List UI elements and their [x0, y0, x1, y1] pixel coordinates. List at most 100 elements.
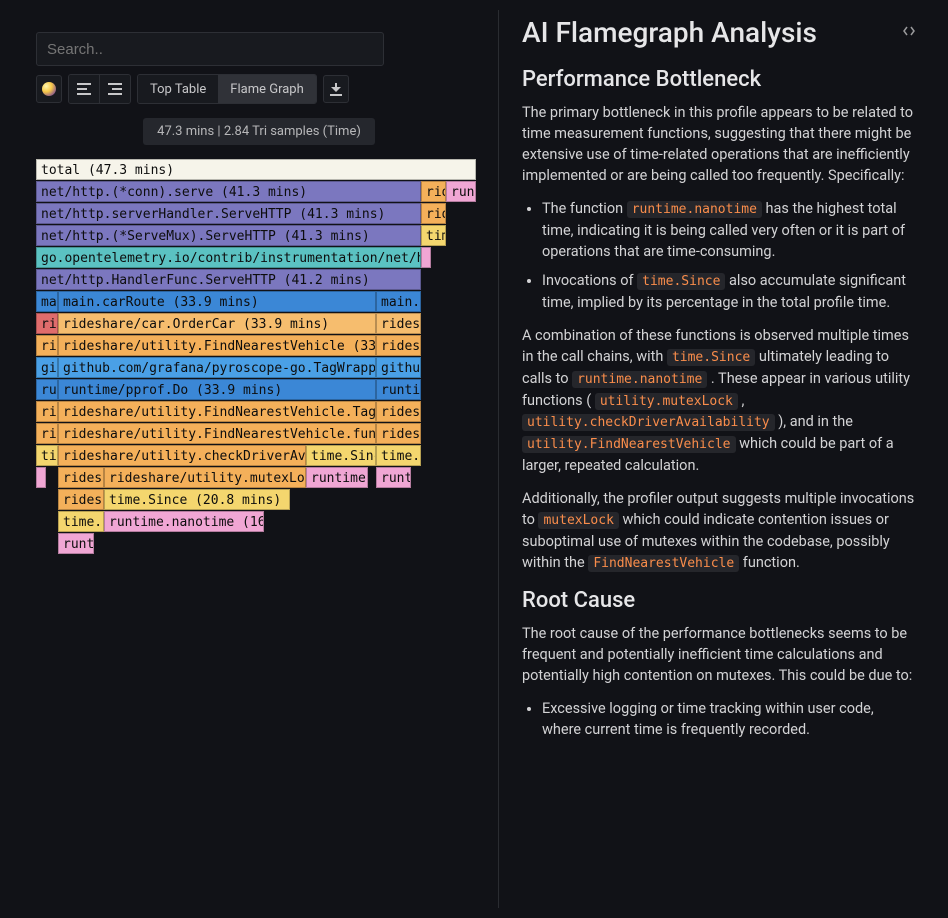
- bottleneck-list-item-1: The function runtime.nanotime has the hi…: [542, 198, 916, 262]
- stats-duration: 47.3 mins: [157, 124, 214, 139]
- stats-pill: 47.3 mins | 2.84 Tri samples (Time): [143, 118, 375, 145]
- flame-span[interactable]: ridesh: [376, 313, 421, 334]
- flame-row: ridrideshare/utility.FindNearestVehicle.…: [36, 423, 476, 445]
- flame-row: timrideshare/utility.checkDriverAvaitime…: [36, 445, 476, 467]
- bottleneck-paragraph-3: Additionally, the profiler output sugges…: [522, 488, 916, 574]
- flame-span[interactable]: time.S: [376, 445, 421, 466]
- flamegraph[interactable]: total (47.3 mins)net/http.(*conn).serve …: [36, 159, 476, 555]
- align-left-button[interactable]: [69, 75, 99, 103]
- flame-span[interactable]: github: [376, 357, 421, 378]
- flame-row: total (47.3 mins): [36, 159, 476, 181]
- flame-span[interactable]: runtim: [376, 379, 421, 400]
- flame-span[interactable]: ridesh: [58, 467, 104, 488]
- flame-row: go.opentelemetry.io/contrib/instrumentat…: [36, 247, 476, 269]
- flame-span[interactable]: github.com/grafana/pyroscope-go.TagWrapp…: [58, 357, 376, 378]
- flame-span[interactable]: tim: [36, 445, 58, 466]
- flame-span[interactable]: rideshare/utility.FindNearestVehicle.fun…: [58, 423, 376, 444]
- flame-span[interactable]: rid: [36, 335, 58, 356]
- flame-row: net/http.serverHandler.ServeHTTP (41.3 m…: [36, 203, 476, 225]
- flame-span[interactable]: main.carRoute (33.9 mins): [58, 291, 376, 312]
- flame-span[interactable]: rideshare/utility.checkDriverAvai: [58, 445, 306, 466]
- code-chip: utility.checkDriverAvailability: [522, 414, 775, 431]
- flame-row: net/http.(*conn).serve (41.3 mins)ridrun…: [36, 181, 476, 203]
- align-right-button[interactable]: [99, 75, 130, 103]
- color-mode-button[interactable]: [36, 75, 62, 103]
- flame-span[interactable]: net/http.(*conn).serve (41.3 mins): [36, 181, 421, 202]
- close-analysis-button[interactable]: [902, 24, 916, 42]
- flame-span[interactable]: time.Sinc: [306, 445, 376, 466]
- bottleneck-paragraph-2: A combination of these functions is obse…: [522, 325, 916, 476]
- code-chip: runtime.nanotime: [572, 371, 707, 388]
- flame-span[interactable]: runt: [376, 467, 411, 488]
- analysis-title: AI Flamegraph Analysis: [522, 16, 817, 49]
- flame-row: net/http.HandlerFunc.ServeHTTP (41.2 min…: [36, 269, 476, 291]
- flame-span[interactable]: ridesh: [58, 489, 104, 510]
- flame-span[interactable]: main.s: [376, 291, 421, 312]
- download-icon: [329, 82, 343, 96]
- view-tabs: Top Table Flame Graph: [137, 74, 317, 104]
- flame-row: net/http.(*ServeMux).ServeHTTP (41.3 min…: [36, 225, 476, 247]
- flame-span[interactable]: runtime: [306, 467, 368, 488]
- flame-row: ridrideshare/car.OrderCar (33.9 mins)rid…: [36, 313, 476, 335]
- flame-span[interactable]: go.opentelemetry.io/contrib/instrumentat…: [36, 247, 421, 268]
- flame-span[interactable]: rid: [421, 181, 446, 202]
- flame-row: ridrideshare/utility.FindNearestVehicle …: [36, 335, 476, 357]
- close-icon: [902, 24, 916, 38]
- root-cause-paragraph: The root cause of the performance bottle…: [522, 623, 916, 686]
- flame-span[interactable]: git: [36, 357, 58, 378]
- flame-span[interactable]: rideshare/utility.FindNearestVehicle.Tag…: [58, 401, 376, 422]
- flame-span[interactable]: ridesh: [376, 401, 421, 422]
- flame-span[interactable]: runtime.nanotime (16.: [104, 511, 264, 532]
- flame-span[interactable]: total (47.3 mins): [36, 159, 476, 180]
- tab-top-table[interactable]: Top Table: [138, 75, 218, 103]
- code-chip: utility.mutexLock: [595, 393, 738, 410]
- flame-row: time.Sruntime.nanotime (16.: [36, 511, 476, 533]
- flame-row: ridrideshare/utility.FindNearestVehicle.…: [36, 401, 476, 423]
- bottleneck-paragraph-1: The primary bottleneck in this profile a…: [522, 102, 916, 186]
- flame-span[interactable]: runt: [58, 533, 94, 554]
- panel-divider[interactable]: [498, 10, 499, 908]
- flame-row: mamain.carRoute (33.9 mins)main.s: [36, 291, 476, 313]
- root-cause-heading: Root Cause: [522, 588, 916, 613]
- flame-span[interactable]: tim: [421, 225, 446, 246]
- code-chip: runtime.nanotime: [627, 201, 762, 218]
- code-chip: mutexLock: [538, 512, 618, 529]
- flame-span[interactable]: net/http.HandlerFunc.ServeHTTP (41.2 min…: [36, 269, 421, 290]
- flame-span[interactable]: rur: [36, 379, 58, 400]
- flame-span[interactable]: time.Since (20.8 mins): [104, 489, 290, 510]
- search-input[interactable]: [36, 32, 384, 66]
- flame-span[interactable]: runt: [446, 181, 476, 202]
- align-left-icon: [77, 83, 91, 95]
- flame-span[interactable]: ridesh: [376, 335, 421, 356]
- code-chip: FindNearestVehicle: [588, 555, 739, 572]
- flame-span[interactable]: [36, 467, 46, 488]
- flame-span[interactable]: ma: [36, 291, 58, 312]
- flame-row: gitgithub.com/grafana/pyroscope-go.TagWr…: [36, 357, 476, 379]
- flame-span[interactable]: ridesh: [376, 423, 421, 444]
- root-cause-list-item-1: Excessive logging or time tracking withi…: [542, 698, 916, 740]
- flame-row: runt: [36, 533, 476, 555]
- flame-span[interactable]: time.S: [58, 511, 104, 532]
- flame-span[interactable]: rideshare/car.OrderCar (33.9 mins): [58, 313, 376, 334]
- flame-span[interactable]: rid: [36, 313, 58, 334]
- bottleneck-list-item-2: Invocations of time.Since also accumulat…: [542, 270, 916, 313]
- flamegraph-toolbar: Top Table Flame Graph: [36, 74, 482, 104]
- stats-samples: 2.84 Tri samples (Time): [224, 124, 361, 139]
- code-chip: time.Since: [637, 273, 725, 290]
- palette-icon: [42, 82, 56, 96]
- flame-span[interactable]: runtime/pprof.Do (33.9 mins): [58, 379, 376, 400]
- align-right-icon: [108, 83, 122, 95]
- align-pair: [68, 74, 131, 104]
- flame-span[interactable]: rid: [36, 401, 58, 422]
- flame-span[interactable]: net/http.serverHandler.ServeHTTP (41.3 m…: [36, 203, 421, 224]
- analysis-body: Performance Bottleneck The primary bottl…: [522, 67, 916, 740]
- flame-span[interactable]: rideshare/utility.mutexLock: [104, 467, 306, 488]
- code-chip: time.Since: [667, 349, 755, 366]
- download-button[interactable]: [323, 75, 349, 103]
- flame-span[interactable]: [421, 247, 431, 268]
- flame-span[interactable]: rid: [421, 203, 446, 224]
- flame-span[interactable]: net/http.(*ServeMux).ServeHTTP (41.3 min…: [36, 225, 421, 246]
- flame-span[interactable]: rid: [36, 423, 58, 444]
- flame-span[interactable]: rideshare/utility.FindNearestVehicle (33…: [58, 335, 376, 356]
- tab-flame-graph[interactable]: Flame Graph: [218, 75, 315, 103]
